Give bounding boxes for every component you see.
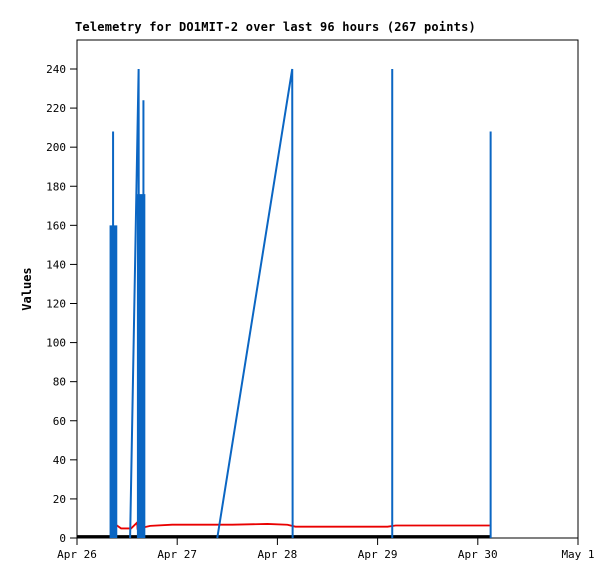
x-tick-label: Apr 29 <box>358 548 398 561</box>
x-tick-label: May 1 <box>561 548 594 561</box>
y-tick-label: 80 <box>53 376 66 389</box>
plot-border <box>76 39 579 539</box>
x-tick-label: Apr 30 <box>458 548 498 561</box>
y-tick-label: 240 <box>46 63 66 76</box>
y-tick-label: 60 <box>53 415 66 428</box>
y-tick-label: 180 <box>46 180 66 193</box>
telemetry-channel-blue-line <box>216 68 294 539</box>
y-tick-label: 40 <box>53 454 66 467</box>
y-tick-label: 100 <box>46 337 66 350</box>
y-axis-title: Values <box>20 267 34 310</box>
x-tick-label: Apr 27 <box>157 548 197 561</box>
y-tick-label: 140 <box>46 258 66 271</box>
x-tick-label: Apr 26 <box>57 548 97 561</box>
telemetry-channel-red-line <box>116 520 490 530</box>
y-tick-label: 20 <box>53 493 66 506</box>
telemetry-channel-blue-line <box>129 68 140 539</box>
y-tick-label: 160 <box>46 219 66 232</box>
chart-title: Telemetry for DO1MIT-2 over last 96 hour… <box>75 20 476 34</box>
y-tick-label: 120 <box>46 298 66 311</box>
y-tick-label: 0 <box>59 532 66 545</box>
y-tick-label: 220 <box>46 102 66 115</box>
y-tick-label: 200 <box>46 141 66 154</box>
x-tick-label: Apr 28 <box>258 548 298 561</box>
